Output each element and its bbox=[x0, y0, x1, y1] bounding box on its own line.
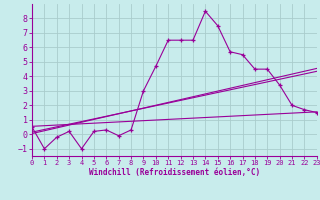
X-axis label: Windchill (Refroidissement éolien,°C): Windchill (Refroidissement éolien,°C) bbox=[89, 168, 260, 177]
